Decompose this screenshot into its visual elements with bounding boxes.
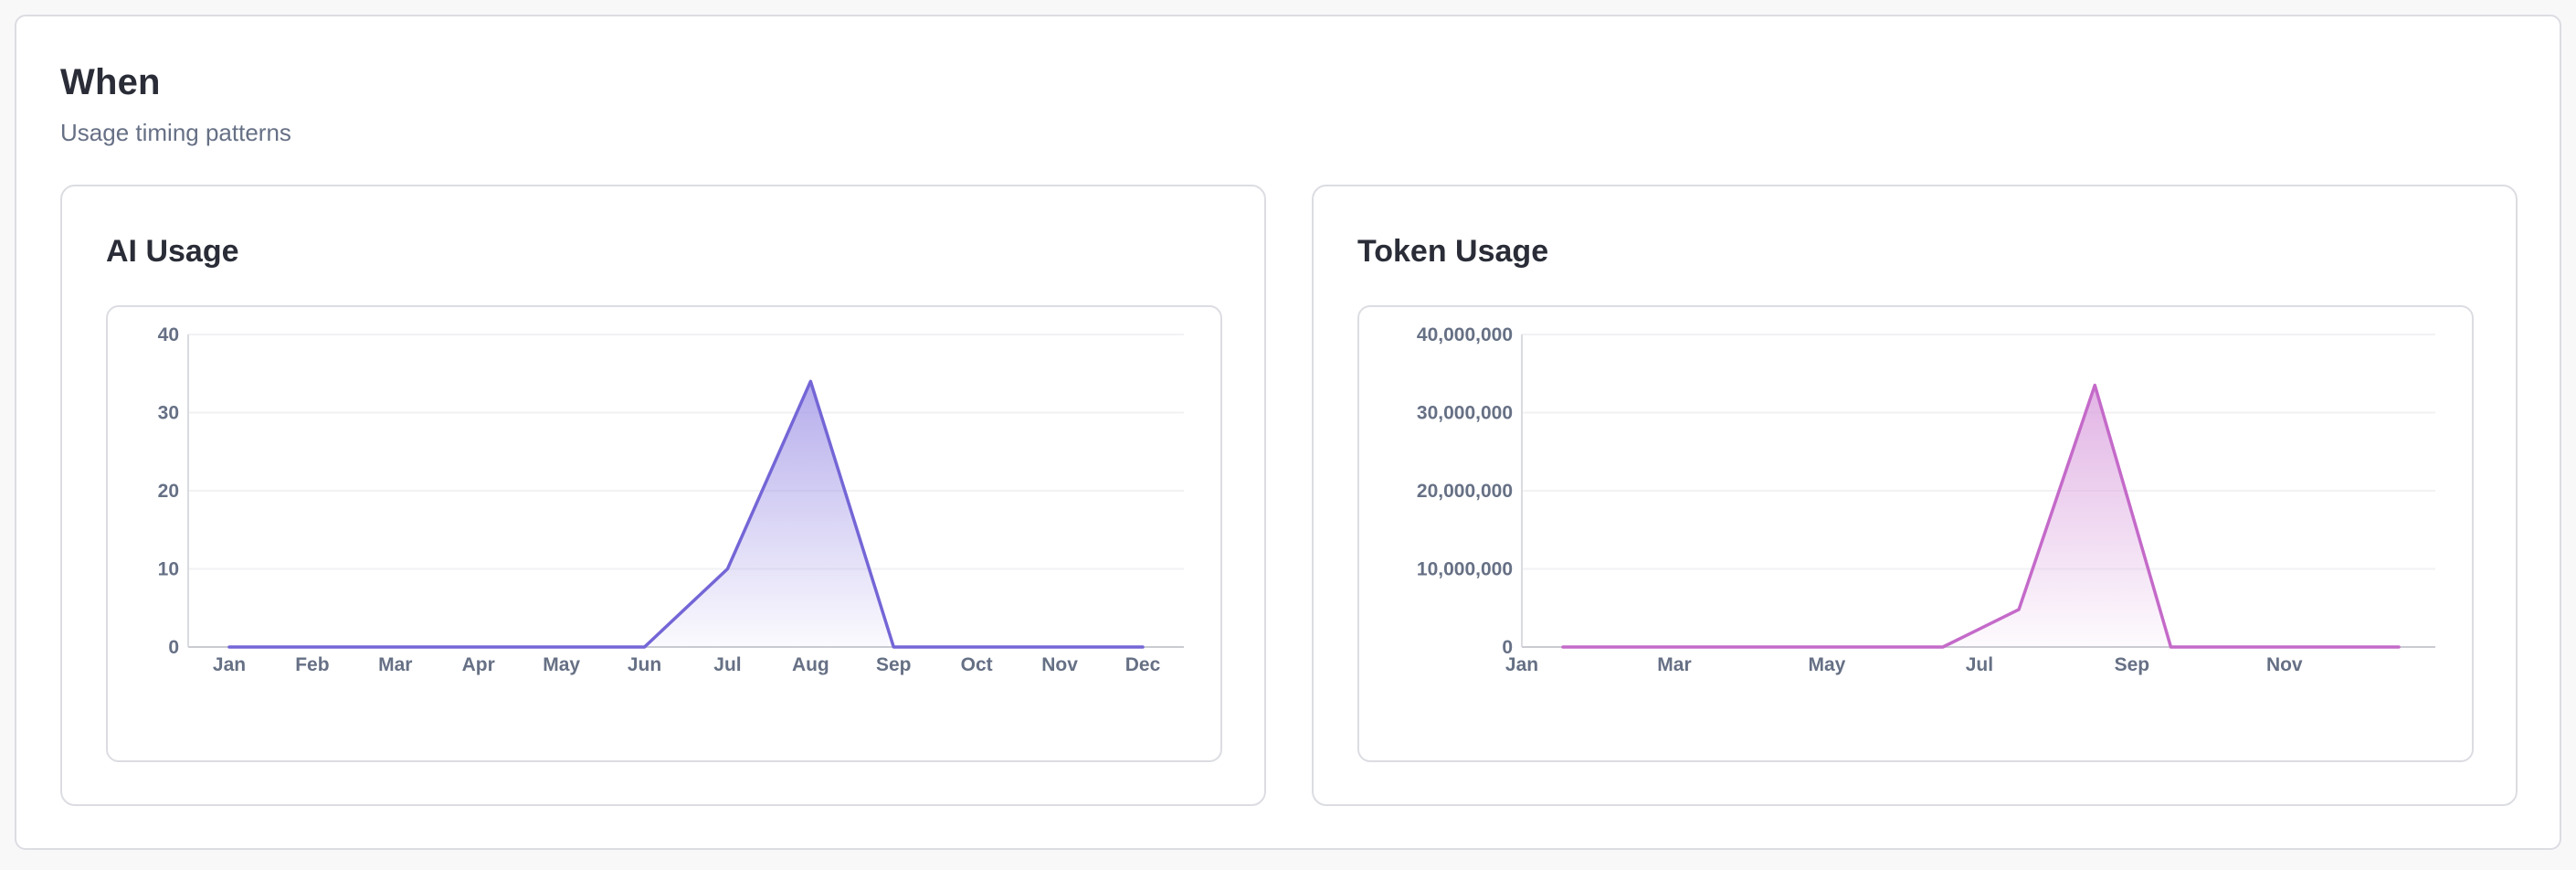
ai-usage-x-tick-label: Jul — [713, 654, 741, 675]
token-usage-area-fill — [1563, 385, 2399, 647]
token-usage-y-tick-label: 10,000,000 — [1417, 559, 1513, 580]
ai-usage-y-tick-label: 10 — [158, 559, 179, 580]
ai-usage-data-point-nov[interactable] — [1054, 642, 1065, 652]
token-usage-data-point-dec[interactable] — [2393, 642, 2404, 652]
token-usage-data-point-sep[interactable] — [2165, 642, 2176, 652]
token-usage-x-tick-label: Mar — [1657, 654, 1691, 675]
ai-usage-series-line — [227, 379, 1145, 649]
ai-usage-y-tick-label: 30 — [158, 403, 179, 424]
ai-usage-data-point-dec[interactable] — [1137, 642, 1148, 652]
ai-usage-data-point-feb[interactable] — [307, 642, 318, 652]
token-usage-data-point-feb[interactable] — [1633, 642, 1644, 652]
token-usage-data-point-oct[interactable] — [2242, 642, 2253, 652]
ai-usage-data-point-may[interactable] — [556, 642, 567, 652]
ai-usage-data-point-jun[interactable] — [639, 642, 650, 652]
ai-usage-x-tick-label: Apr — [462, 654, 495, 675]
ai-usage-y-tick-label: 40 — [158, 324, 179, 345]
token-usage-y-tick-label: 40,000,000 — [1417, 324, 1513, 345]
ai-usage-x-tick-label: Mar — [378, 654, 412, 675]
section-title: When — [60, 62, 161, 102]
ai-usage-data-point-jul[interactable] — [722, 564, 733, 575]
ai-usage-y-tick-label: 20 — [158, 481, 179, 502]
ai-usage-data-point-apr[interactable] — [473, 642, 484, 652]
token-usage-data-point-nov[interactable] — [2317, 642, 2328, 652]
ai-usage-x-tick-label: Jan — [213, 654, 246, 675]
token-usage-y-tick-label: 0 — [1502, 637, 1513, 658]
token-usage-chart: 0 10,000,000 20,000,000 30,000,000 40,000,00… — [1357, 305, 2474, 762]
ai-usage-x-tick-label: Nov — [1041, 654, 1078, 675]
token-usage-data-point-jan[interactable] — [1557, 642, 1568, 652]
ai-usage-data-point-jan[interactable] — [224, 642, 235, 652]
ai-usage-x-tick-label: Oct — [961, 654, 993, 675]
token-usage-data-point-jun[interactable] — [1937, 642, 1948, 652]
token-usage-data-point-aug[interactable] — [2089, 380, 2100, 391]
token-usage-x-tick-label: Sep — [2115, 654, 2150, 675]
token-usage-y-tick-label: 20,000,000 — [1417, 481, 1513, 502]
token-usage-y-tick-label: 30,000,000 — [1417, 403, 1513, 424]
ai-usage-x-tick-label: Feb — [295, 654, 329, 675]
ai-usage-x-tick-label: May — [543, 654, 580, 675]
token-usage-card: Token Usage 0 10,000,000 20,000,000 30,000,… — [1312, 185, 2518, 806]
token-usage-chart-svg: 0 10,000,000 20,000,000 30,000,000 40,000,00… — [1417, 324, 2435, 675]
ai-usage-title: AI Usage — [106, 234, 239, 269]
ai-usage-chart-svg: 0 10 20 30 40 Jan Feb Mar Apr May Jun Jul Aug Sep Oct N… — [158, 324, 1184, 675]
token-usage-data-point-mar[interactable] — [1709, 642, 1720, 652]
token-usage-data-point-apr[interactable] — [1786, 642, 1797, 652]
ai-usage-x-tick-label: Jun — [628, 654, 661, 675]
token-usage-data-point-may[interactable] — [1862, 642, 1873, 652]
ai-usage-data-point-sep[interactable] — [888, 642, 899, 652]
token-usage-title: Token Usage — [1357, 234, 1549, 269]
ai-usage-data-point-mar[interactable] — [390, 642, 401, 652]
ai-usage-chart: 0 10 20 30 40 Jan Feb Mar Apr May Jun Jul Aug Sep Oct N… — [106, 305, 1222, 762]
ai-usage-data-point-aug[interactable] — [805, 376, 816, 387]
token-usage-x-tick-label: May — [1808, 654, 1845, 675]
ai-usage-card: AI Usage 0 10 20 30 40 Jan Feb Mar Apr May Jun Jul A… — [60, 185, 1266, 806]
token-usage-x-tick-label: Nov — [2266, 654, 2303, 675]
section-subtitle: Usage timing patterns — [60, 119, 291, 146]
when-panel: When Usage timing patterns AI Usage 0 10 2… — [15, 15, 2561, 850]
ai-usage-y-tick-label: 0 — [168, 637, 179, 658]
ai-usage-x-tick-label: Dec — [1125, 654, 1161, 675]
token-usage-data-point-jul[interactable] — [2013, 604, 2024, 615]
ai-usage-x-tick-label: Sep — [876, 654, 912, 675]
token-usage-x-tick-label: Jan — [1505, 654, 1538, 675]
ai-usage-data-point-oct[interactable] — [971, 642, 982, 652]
ai-usage-x-tick-label: Aug — [792, 654, 829, 675]
token-usage-x-tick-label: Jul — [1966, 654, 1993, 675]
token-usage-series-line — [1561, 383, 2401, 649]
